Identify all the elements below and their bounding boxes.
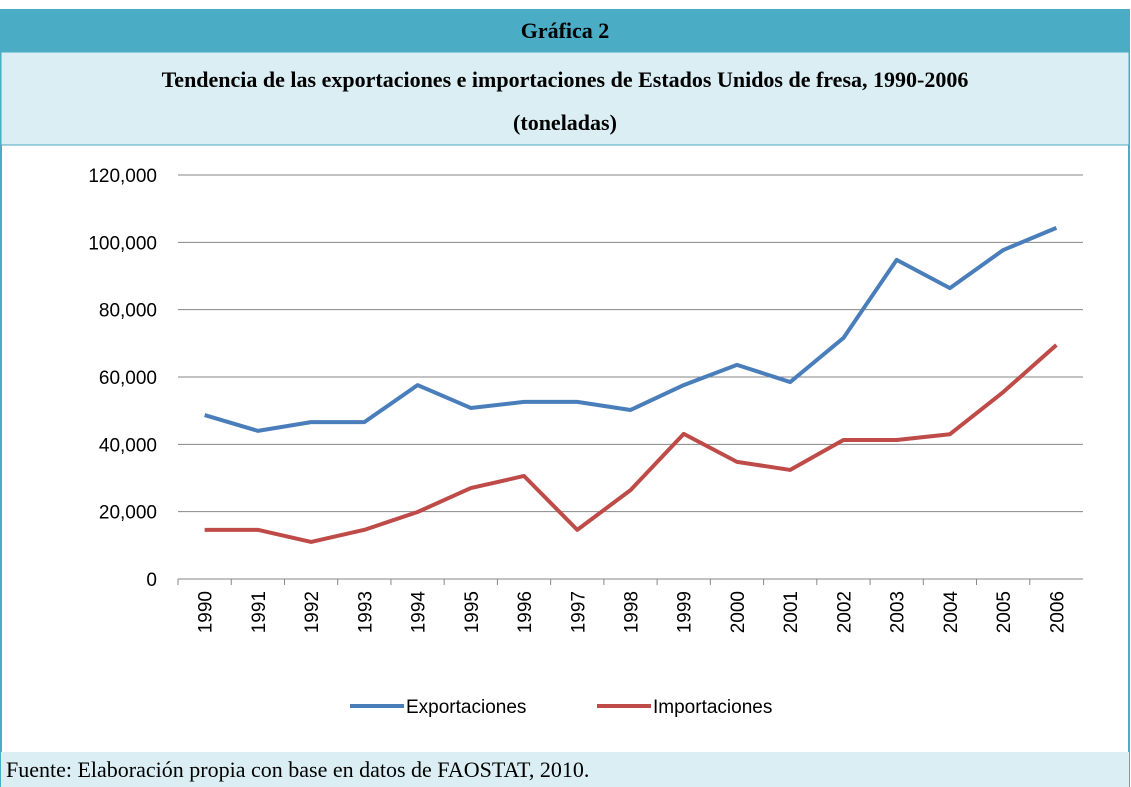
y-tick-label: 120,000 — [88, 166, 157, 187]
x-tick-label: 2004 — [941, 591, 962, 634]
y-tick-label: 40,000 — [99, 435, 157, 456]
x-tick-label: 2001 — [781, 591, 802, 633]
x-tick-label: 2005 — [994, 591, 1015, 633]
series-line — [204, 226, 1058, 433]
x-tick-label: 1993 — [355, 591, 376, 633]
y-tick-label: 100,000 — [88, 233, 157, 254]
x-tick-label: 1991 — [249, 591, 270, 633]
legend-label: Exportaciones — [406, 697, 526, 718]
chart-subtitle: (toneladas) — [513, 110, 617, 135]
x-tick-label: 1994 — [409, 591, 430, 634]
x-tick-label: 2000 — [728, 591, 749, 633]
footer-band — [1, 752, 1129, 787]
x-tick-label: 2006 — [1047, 591, 1068, 633]
chart-title: Gráfica 2 — [521, 18, 610, 43]
x-tick-label: 1998 — [622, 591, 643, 633]
y-tick-label: 0 — [146, 570, 157, 591]
chart-subtitle: Tendencia de las exportaciones e importa… — [162, 67, 969, 92]
x-tick-label: 1999 — [675, 591, 696, 633]
header-band — [1, 10, 1129, 52]
x-tick-label: 1996 — [515, 591, 536, 633]
legend-label: Importaciones — [653, 697, 772, 718]
x-tick-label: 1992 — [302, 591, 323, 633]
series-line — [204, 343, 1058, 544]
x-tick-label: 1997 — [568, 591, 589, 633]
y-tick-label: 20,000 — [99, 503, 157, 524]
x-tick-label: 2003 — [888, 591, 909, 633]
x-tick-label: 1990 — [196, 591, 217, 633]
subtitle-band — [0, 51, 1130, 146]
source-note: Fuente: Elaboración propia con base en d… — [6, 757, 589, 782]
x-tick-label: 1995 — [462, 591, 483, 633]
x-tick-label: 2002 — [834, 591, 855, 633]
y-tick-label: 80,000 — [99, 301, 157, 322]
y-tick-label: 60,000 — [99, 368, 157, 389]
